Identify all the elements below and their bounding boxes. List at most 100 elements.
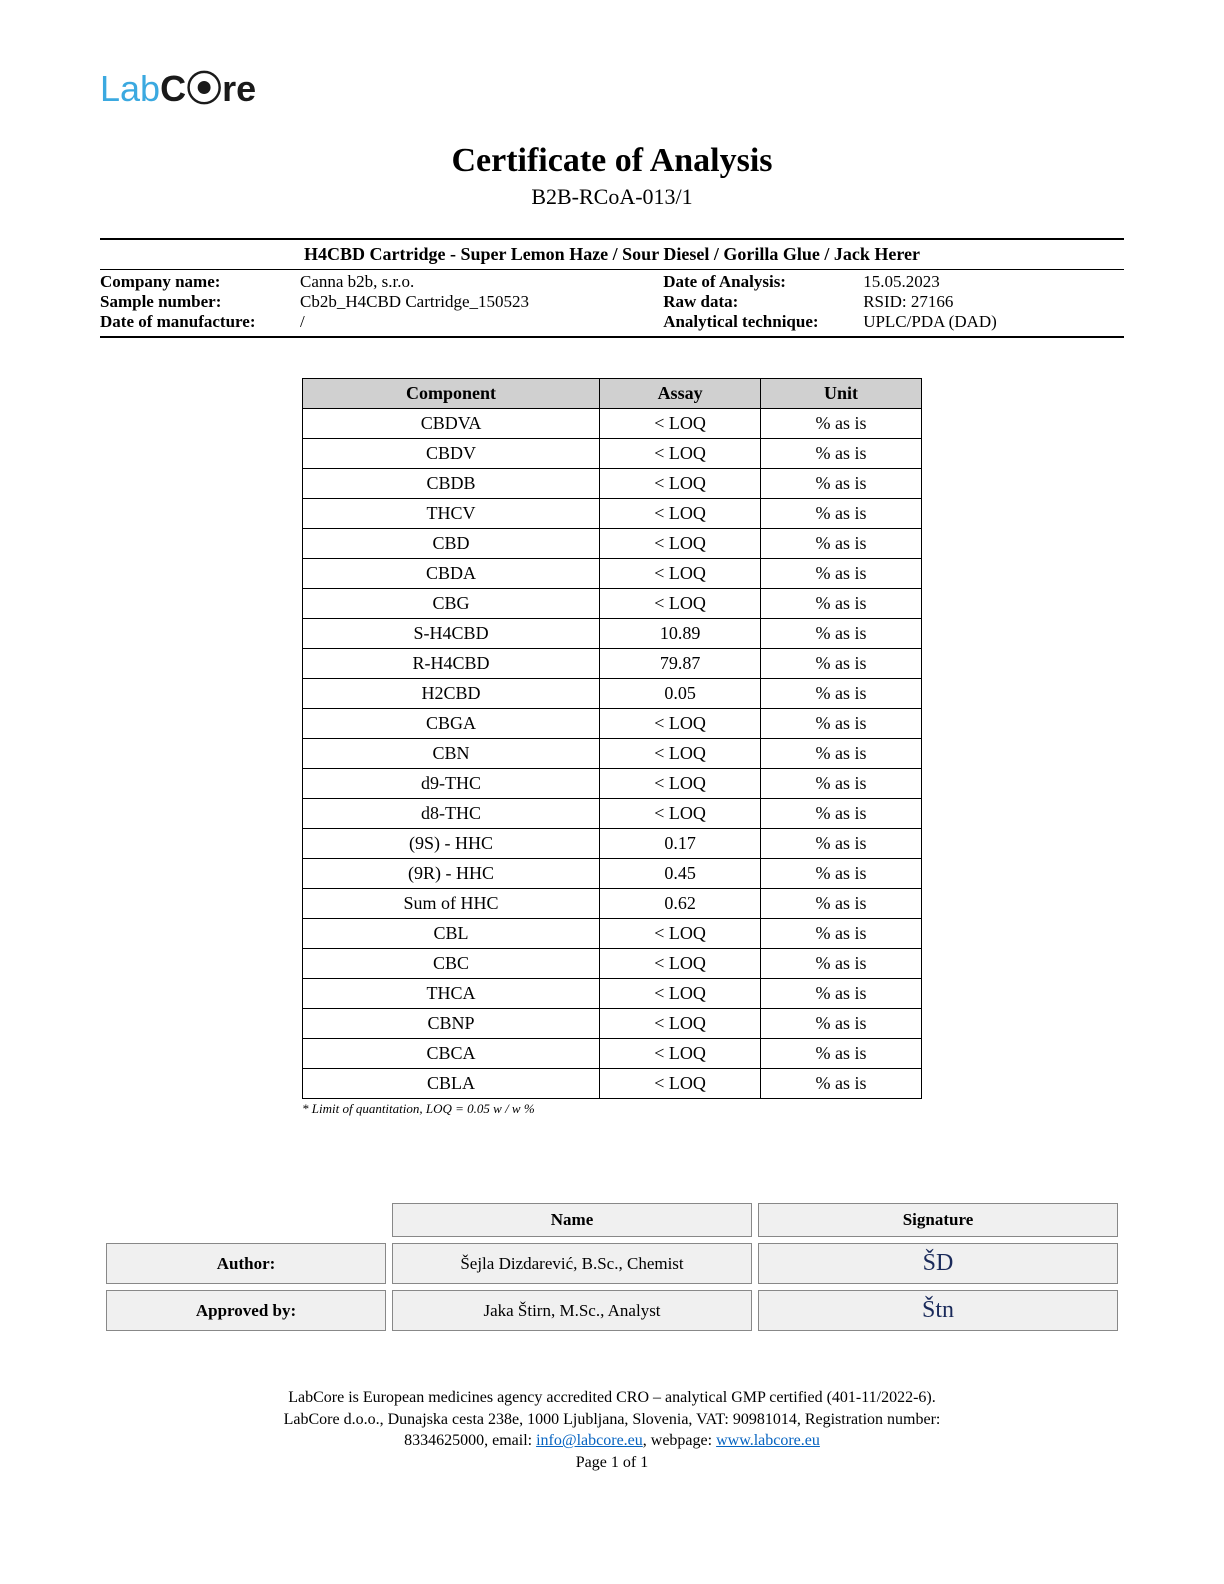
- author-label: Author:: [106, 1243, 386, 1284]
- table-row: H2CBD0.05% as is: [303, 679, 922, 709]
- author-signature: ŠD: [923, 1250, 954, 1276]
- author-name: Šejla Dizdarević, B.Sc., Chemist: [392, 1243, 752, 1284]
- footer-line3: 8334625000, email: info@labcore.eu, webp…: [100, 1430, 1124, 1452]
- approved-signature: Štn: [922, 1297, 954, 1323]
- cell-assay: < LOQ: [600, 589, 761, 619]
- footer-web-link[interactable]: www.labcore.eu: [716, 1432, 820, 1449]
- th-assay: Assay: [600, 379, 761, 409]
- cell-assay: < LOQ: [600, 919, 761, 949]
- cell-component: Sum of HHC: [303, 889, 600, 919]
- cell-assay: < LOQ: [600, 1009, 761, 1039]
- th-unit: Unit: [761, 379, 922, 409]
- metadata-block: Company name: Canna b2b, s.r.o. Date of …: [100, 270, 1124, 338]
- table-row: THCA< LOQ% as is: [303, 979, 922, 1009]
- meta-raw-label: Raw data:: [663, 292, 863, 312]
- cell-assay: < LOQ: [600, 1039, 761, 1069]
- cell-component: CBDV: [303, 439, 600, 469]
- logo-part-core: C⦿re: [160, 68, 256, 109]
- table-row: Sum of HHC0.62% as is: [303, 889, 922, 919]
- logo: LabC⦿re: [100, 60, 1124, 112]
- th-component: Component: [303, 379, 600, 409]
- cell-unit: % as is: [761, 529, 922, 559]
- cell-unit: % as is: [761, 949, 922, 979]
- table-row: THCV< LOQ% as is: [303, 499, 922, 529]
- product-name: H4CBD Cartridge - Super Lemon Haze / Sou…: [100, 238, 1124, 270]
- cell-unit: % as is: [761, 979, 922, 1009]
- cell-unit: % as is: [761, 1009, 922, 1039]
- cell-component: CBD: [303, 529, 600, 559]
- cell-unit: % as is: [761, 859, 922, 889]
- footer-page: Page 1 of 1: [100, 1452, 1124, 1474]
- table-row: CBC< LOQ% as is: [303, 949, 922, 979]
- cell-component: CBCA: [303, 1039, 600, 1069]
- cell-assay: 0.62: [600, 889, 761, 919]
- table-row: CBNP< LOQ% as is: [303, 1009, 922, 1039]
- cell-component: (9S) - HHC: [303, 829, 600, 859]
- cell-assay: < LOQ: [600, 979, 761, 1009]
- signoff-block: Name Signature Author: Šejla Dizdarević,…: [100, 1197, 1124, 1337]
- cell-unit: % as is: [761, 739, 922, 769]
- cell-component: (9R) - HHC: [303, 859, 600, 889]
- cell-assay: < LOQ: [600, 709, 761, 739]
- table-row: CBDB< LOQ% as is: [303, 469, 922, 499]
- cell-component: CBDVA: [303, 409, 600, 439]
- cell-unit: % as is: [761, 1039, 922, 1069]
- signoff-header-name: Name: [392, 1203, 752, 1237]
- cell-component: CBC: [303, 949, 600, 979]
- cell-unit: % as is: [761, 799, 922, 829]
- loq-footnote: * Limit of quantitation, LOQ = 0.05 w / …: [302, 1101, 922, 1117]
- cell-component: CBG: [303, 589, 600, 619]
- meta-date-label: Date of Analysis:: [663, 272, 863, 292]
- cell-assay: < LOQ: [600, 469, 761, 499]
- table-row: CBLA< LOQ% as is: [303, 1069, 922, 1099]
- table-row: d9-THC< LOQ% as is: [303, 769, 922, 799]
- cell-assay: 10.89: [600, 619, 761, 649]
- cell-assay: 0.05: [600, 679, 761, 709]
- footer-line1: LabCore is European medicines agency acc…: [100, 1387, 1124, 1409]
- cell-component: R-H4CBD: [303, 649, 600, 679]
- cell-assay: < LOQ: [600, 769, 761, 799]
- cell-assay: < LOQ: [600, 1069, 761, 1099]
- cell-assay: 79.87: [600, 649, 761, 679]
- cell-assay: < LOQ: [600, 439, 761, 469]
- approved-name: Jaka Štirn, M.Sc., Analyst: [392, 1290, 752, 1331]
- cell-assay: < LOQ: [600, 499, 761, 529]
- cell-unit: % as is: [761, 439, 922, 469]
- cell-unit: % as is: [761, 919, 922, 949]
- cell-unit: % as is: [761, 769, 922, 799]
- meta-sample-value: Cb2b_H4CBD Cartridge_150523: [300, 292, 663, 312]
- cell-component: d8-THC: [303, 799, 600, 829]
- footer-email-link[interactable]: info@labcore.eu: [536, 1432, 643, 1449]
- meta-sample-label: Sample number:: [100, 292, 300, 312]
- cell-assay: < LOQ: [600, 559, 761, 589]
- table-row: (9S) - HHC0.17% as is: [303, 829, 922, 859]
- cell-component: CBLA: [303, 1069, 600, 1099]
- cell-assay: < LOQ: [600, 739, 761, 769]
- cell-assay: < LOQ: [600, 949, 761, 979]
- results-table: Component Assay Unit CBDVA< LOQ% as isCB…: [302, 378, 922, 1099]
- table-row: CBDVA< LOQ% as is: [303, 409, 922, 439]
- cell-unit: % as is: [761, 409, 922, 439]
- table-row: CBL< LOQ% as is: [303, 919, 922, 949]
- cell-unit: % as is: [761, 1069, 922, 1099]
- cell-unit: % as is: [761, 829, 922, 859]
- logo-part-lab: Lab: [100, 68, 160, 109]
- meta-technique-value: UPLC/PDA (DAD): [863, 312, 1124, 332]
- document-subtitle: B2B-RCoA-013/1: [100, 184, 1124, 210]
- table-row: R-H4CBD79.87% as is: [303, 649, 922, 679]
- cell-assay: < LOQ: [600, 799, 761, 829]
- cell-component: S-H4CBD: [303, 619, 600, 649]
- cell-component: THCV: [303, 499, 600, 529]
- cell-component: CBGA: [303, 709, 600, 739]
- table-row: CBN< LOQ% as is: [303, 739, 922, 769]
- cell-component: CBN: [303, 739, 600, 769]
- table-row: S-H4CBD10.89% as is: [303, 619, 922, 649]
- cell-unit: % as is: [761, 709, 922, 739]
- signoff-header-signature: Signature: [758, 1203, 1118, 1237]
- meta-company-value: Canna b2b, s.r.o.: [300, 272, 663, 292]
- document-title: Certificate of Analysis: [100, 142, 1124, 180]
- cell-unit: % as is: [761, 469, 922, 499]
- cell-unit: % as is: [761, 679, 922, 709]
- cell-assay: < LOQ: [600, 529, 761, 559]
- cell-assay: 0.17: [600, 829, 761, 859]
